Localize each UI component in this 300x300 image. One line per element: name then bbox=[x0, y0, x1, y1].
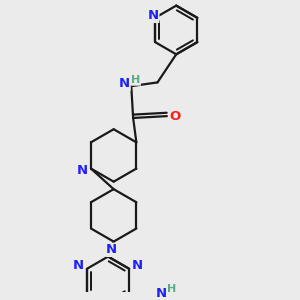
Text: N: N bbox=[73, 259, 84, 272]
Text: N: N bbox=[119, 77, 130, 90]
Text: N: N bbox=[155, 287, 167, 300]
Text: O: O bbox=[169, 110, 181, 123]
Text: N: N bbox=[148, 9, 159, 22]
Text: H: H bbox=[167, 284, 176, 294]
Text: H: H bbox=[131, 75, 140, 85]
Text: N: N bbox=[106, 243, 117, 256]
Text: N: N bbox=[132, 259, 143, 272]
Text: N: N bbox=[77, 164, 88, 177]
